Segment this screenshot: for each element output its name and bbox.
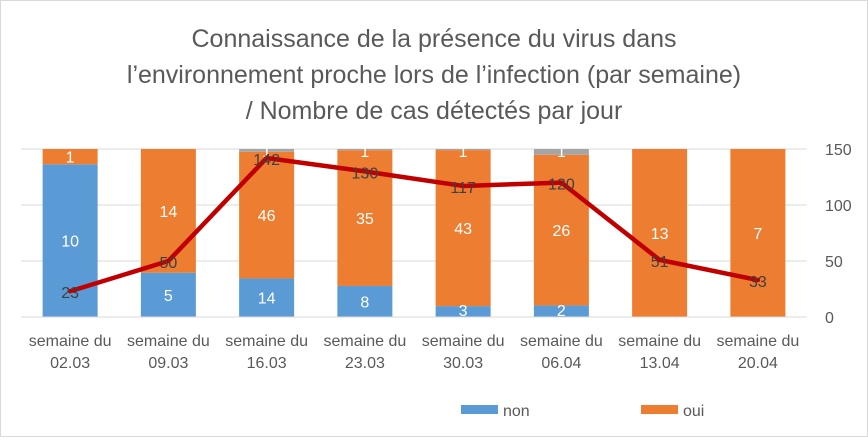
line-path xyxy=(67,155,761,294)
bar-data-label: 1 xyxy=(360,144,369,161)
x-tick-label-line: semaine du xyxy=(225,333,308,350)
bar-segment-oui xyxy=(435,150,491,307)
x-tick-label: semaine du 13.04 xyxy=(618,333,701,372)
line-point xyxy=(264,155,269,160)
x-tick-label-line: semaine du xyxy=(618,333,701,350)
bar-segment-oui xyxy=(239,151,295,279)
line-data-label: 130 xyxy=(352,165,379,182)
bar-data-label: 13 xyxy=(651,226,669,243)
right-axis-tick-label: 50 xyxy=(825,254,843,271)
legend-swatch-oui xyxy=(641,405,678,414)
gridlines xyxy=(21,148,807,262)
bar-data-label: 1 xyxy=(262,144,271,161)
line-data-label: 50 xyxy=(159,255,177,272)
x-tick-label: semaine du 06.04 xyxy=(520,333,603,372)
bar-segment-autre xyxy=(337,149,393,151)
bar-segment-non xyxy=(140,272,196,317)
x-tick-label-line: 02.03 xyxy=(50,355,90,372)
title-line-2: l’environnement proche lors de l’infecti… xyxy=(127,61,741,89)
legend: non oui xyxy=(461,403,704,420)
legend-label-oui: oui xyxy=(683,403,704,420)
line-point xyxy=(657,257,662,262)
bars xyxy=(42,149,786,317)
title-line-1: Connaissance de la présence du virus dan… xyxy=(191,25,676,53)
bar-segment-oui xyxy=(632,149,688,317)
x-tick-label-line: 13.04 xyxy=(640,355,680,372)
x-tick-label: semaine du 16.03 xyxy=(225,333,308,372)
right-axis-tick-label: 150 xyxy=(825,142,852,159)
bar-data-label: 1 xyxy=(557,144,566,161)
bar-data-label: 14 xyxy=(159,204,177,221)
x-tick-label: semaine du 20.04 xyxy=(717,333,800,372)
x-tick-label-line: semaine du xyxy=(127,333,210,350)
x-tick-label-line: 20.04 xyxy=(738,355,778,372)
legend-label-non: non xyxy=(503,403,530,420)
bar-data-label: 14 xyxy=(258,291,276,308)
x-tick-label-line: semaine du xyxy=(29,333,112,350)
line-data-label: 51 xyxy=(651,254,669,271)
bar-data-label: 43 xyxy=(454,221,472,238)
x-tick-label-line: 09.03 xyxy=(148,355,188,372)
line-point xyxy=(755,278,760,283)
line-data-label: 142 xyxy=(253,152,280,169)
bar-data-label: 10 xyxy=(61,234,79,251)
x-tick-label-line: semaine du xyxy=(520,333,603,350)
x-tick-label-line: 30.03 xyxy=(443,355,483,372)
bar-data-label: 3 xyxy=(459,303,468,320)
bar-segment-autre xyxy=(435,149,491,151)
bar-data-label: 46 xyxy=(258,208,276,225)
x-tick-label-line: 23.03 xyxy=(345,355,385,372)
x-tick-label-line: semaine du xyxy=(324,333,407,350)
bar-segment-oui xyxy=(730,149,786,317)
x-tick-label-line: semaine du xyxy=(717,333,800,350)
line-point xyxy=(362,169,367,174)
bar-segment-non xyxy=(239,278,295,317)
bar-segment-non xyxy=(337,285,393,317)
chart-title: Connaissance de la présence du virus dan… xyxy=(127,25,741,125)
x-tick-label-line: 06.04 xyxy=(541,355,581,372)
x-tick-label: semaine du 02.03 xyxy=(29,333,112,372)
line-data-label: 33 xyxy=(749,274,767,291)
bar-segment-autre xyxy=(239,149,295,152)
x-tick-label: semaine du 23.03 xyxy=(324,333,407,372)
bar-data-label: 7 xyxy=(753,226,762,243)
bar-data-label: 1 xyxy=(459,144,468,161)
x-tick-label: semaine du 30.03 xyxy=(422,333,505,372)
line-point xyxy=(166,259,171,263)
line-data-label: 117 xyxy=(450,180,476,197)
bar-segment-autre xyxy=(533,149,589,155)
line-data-label: 23 xyxy=(61,285,79,302)
legend-swatch-non xyxy=(461,405,498,414)
bar-segment-non xyxy=(533,305,589,317)
line-point xyxy=(68,289,73,294)
line-series xyxy=(67,155,761,294)
title-line-3: / Nombre de cas détectés par jour xyxy=(246,97,623,125)
x-tick-label-line: 16.03 xyxy=(247,355,287,372)
x-tick-label: semaine du 09.03 xyxy=(127,333,210,372)
bar-segment-oui xyxy=(42,149,98,165)
line-point xyxy=(461,183,466,188)
bar-data-label: 2 xyxy=(557,303,566,320)
line-point xyxy=(559,180,564,185)
line-data-label: 120 xyxy=(548,177,575,194)
right-axis-ticks: 0 50 100 150 xyxy=(825,142,852,327)
bar-segment-oui xyxy=(140,149,196,273)
bar-data-label: 5 xyxy=(164,288,173,305)
bar-segment-oui xyxy=(533,154,589,306)
bar-segment-non xyxy=(435,306,491,317)
right-axis-tick-label: 100 xyxy=(825,198,852,215)
bar-data-label: 1 xyxy=(66,150,75,167)
right-axis-tick-label: 0 xyxy=(825,310,834,327)
bar-data-label: 35 xyxy=(356,211,374,228)
bar-data-label: 8 xyxy=(360,294,369,311)
bar-data-label: 26 xyxy=(552,223,570,240)
x-tick-label-line: semaine du xyxy=(422,333,505,350)
